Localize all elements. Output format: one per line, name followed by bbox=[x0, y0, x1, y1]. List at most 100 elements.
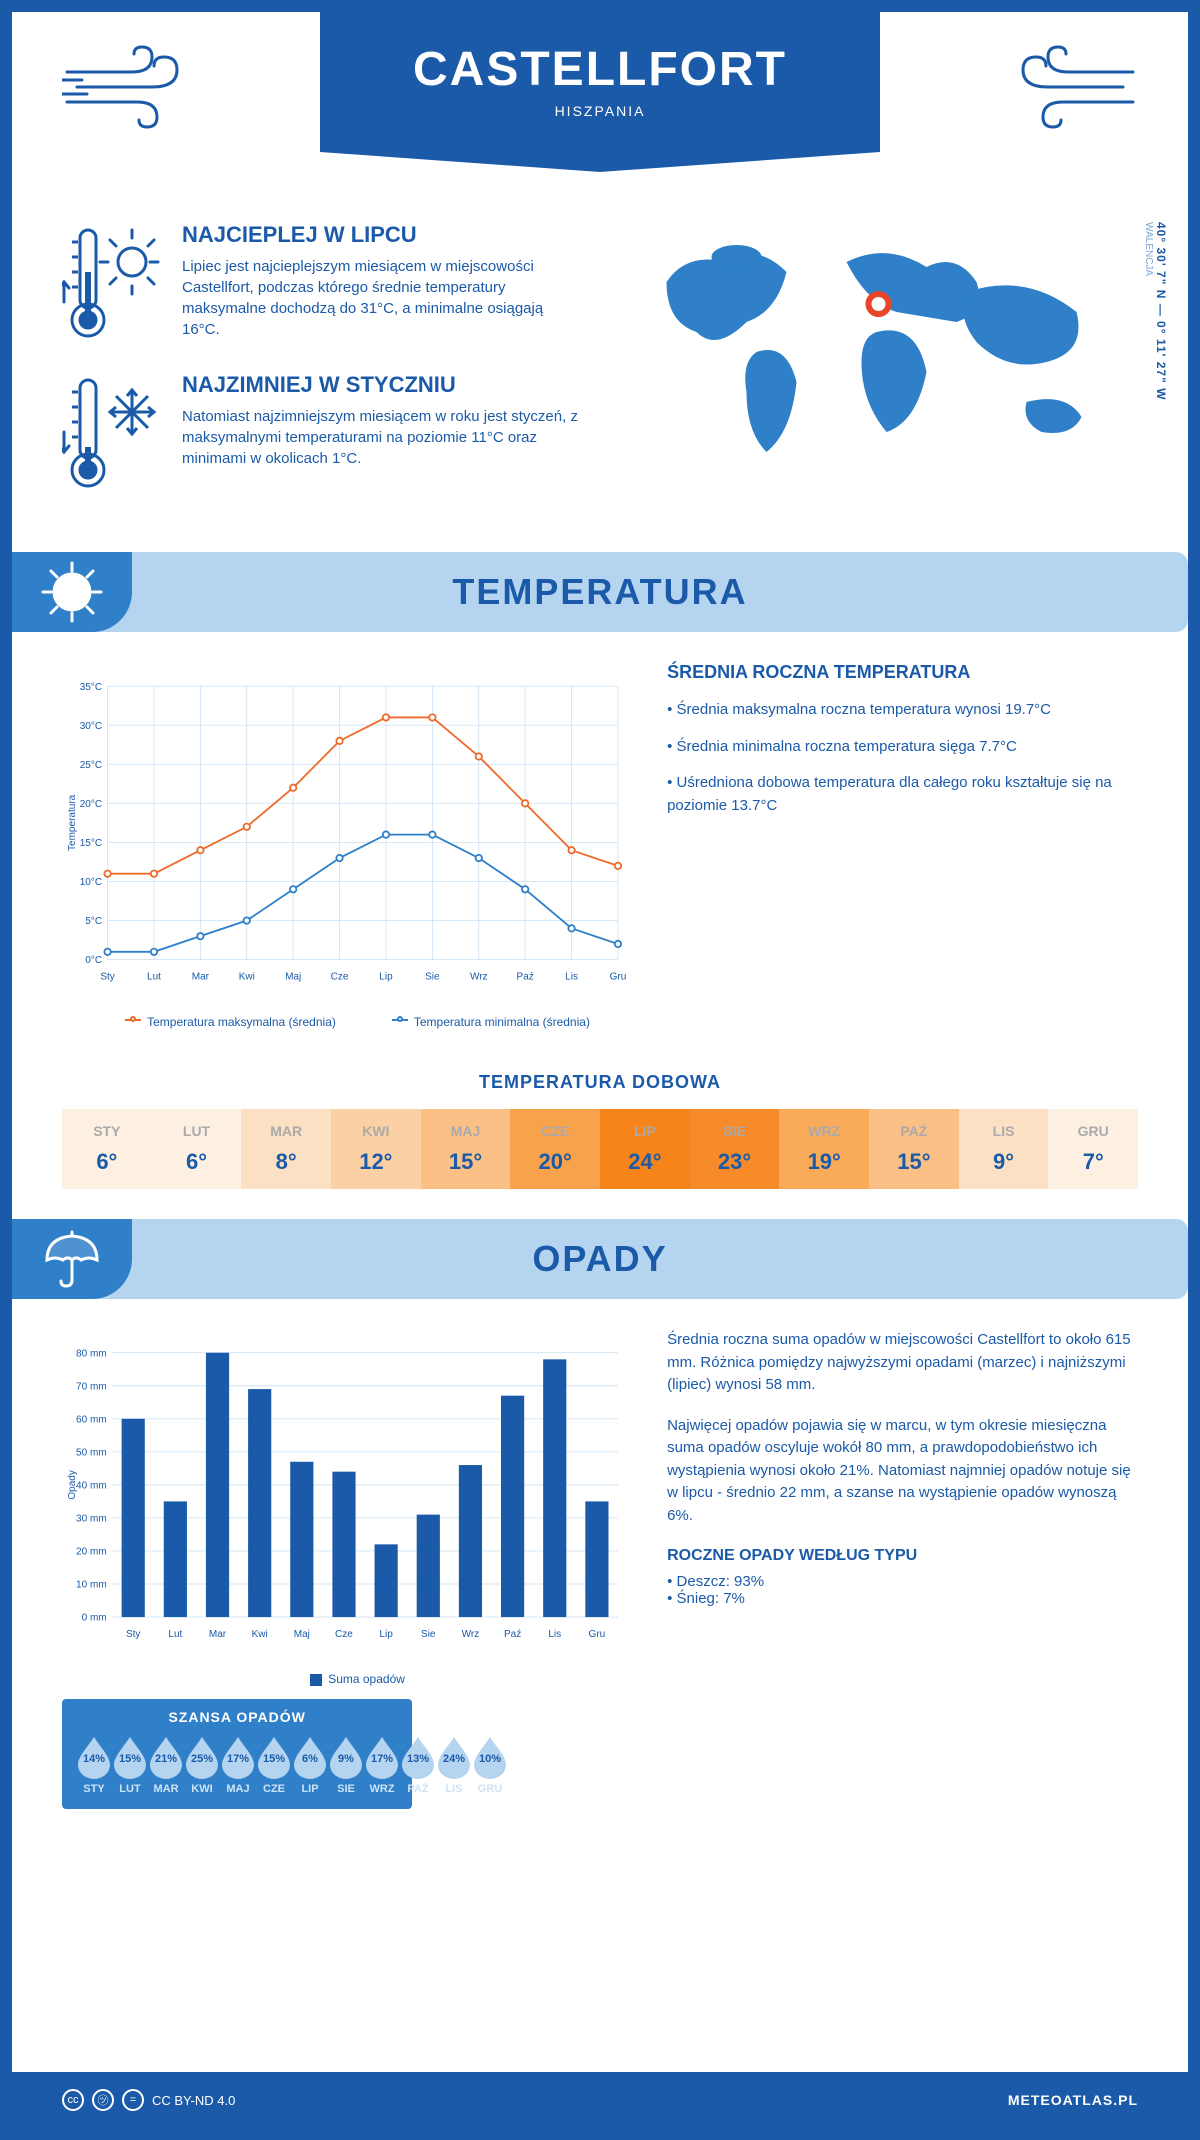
legend-min: Temperatura minimalna (średnia) bbox=[366, 1015, 590, 1029]
chance-cell: 17% MAJ bbox=[220, 1735, 256, 1795]
chance-value: 17% bbox=[220, 1753, 256, 1765]
drop-icon: 17% bbox=[220, 1735, 256, 1779]
temp-bullet: Średnia minimalna roczna temperatura się… bbox=[667, 736, 1138, 759]
drop-icon: 25% bbox=[184, 1735, 220, 1779]
svg-text:Temperatura: Temperatura bbox=[67, 794, 78, 851]
temperature-section: 0°C5°C10°C15°C20°C25°C30°C35°CStyLutMarK… bbox=[62, 662, 1138, 1042]
page: CASTELLFORT HISZPANIA bbox=[0, 0, 1200, 2140]
region-label: WALENCJA bbox=[1143, 222, 1154, 276]
precip-type-heading: ROCZNE OPADY WEDŁUG TYPU bbox=[667, 1547, 1138, 1565]
svg-text:Paź: Paź bbox=[504, 1629, 521, 1640]
svg-text:Sty: Sty bbox=[126, 1629, 140, 1640]
daily-month: LIP bbox=[600, 1123, 690, 1139]
daily-month: PAŹ bbox=[869, 1123, 959, 1139]
svg-text:10 mm: 10 mm bbox=[76, 1580, 107, 1591]
precip-chart-legend: Suma opadów bbox=[62, 1672, 627, 1686]
drop-icon: 24% bbox=[436, 1735, 472, 1779]
section-title-precip: OPADY bbox=[532, 1238, 667, 1280]
temp-chart-legend: Temperatura maksymalna (średnia) Tempera… bbox=[62, 1015, 627, 1029]
daily-value: 15° bbox=[421, 1149, 511, 1175]
svg-text:Lut: Lut bbox=[147, 972, 161, 983]
daily-table: STY6°LUT6°MAR8°KWI12°MAJ15°CZE20°LIP24°S… bbox=[62, 1109, 1138, 1189]
chance-month: KWI bbox=[184, 1783, 220, 1795]
svg-text:Cze: Cze bbox=[331, 972, 349, 983]
chance-value: 10% bbox=[472, 1753, 508, 1765]
daily-value: 12° bbox=[331, 1149, 421, 1175]
precip-chart: 0 mm10 mm20 mm30 mm40 mm50 mm60 mm70 mm8… bbox=[62, 1329, 627, 1679]
warm-block: NAJCIEPLEJ W LIPCU Lipiec jest najcieple… bbox=[62, 222, 585, 342]
license: cc ㋡ = CC BY-ND 4.0 bbox=[62, 2089, 235, 2111]
daily-cell: LIS9° bbox=[959, 1109, 1049, 1189]
svg-text:Lip: Lip bbox=[379, 1629, 393, 1640]
chance-value: 21% bbox=[148, 1753, 184, 1765]
svg-text:Paź: Paź bbox=[517, 972, 534, 983]
chance-month: MAJ bbox=[220, 1783, 256, 1795]
daily-cell: KWI12° bbox=[331, 1109, 421, 1189]
svg-text:80 mm: 80 mm bbox=[76, 1348, 107, 1359]
header: CASTELLFORT HISZPANIA bbox=[12, 12, 1188, 192]
drop-icon: 15% bbox=[112, 1735, 148, 1779]
wind-icon bbox=[1008, 42, 1138, 132]
daily-value: 24° bbox=[600, 1149, 690, 1175]
daily-value: 6° bbox=[62, 1149, 152, 1175]
cold-text: Natomiast najzimniejszym miesiącem w rok… bbox=[182, 406, 585, 469]
coords-label: 40° 30' 7" N — 0° 11' 27" W bbox=[1154, 222, 1168, 400]
content: NAJCIEPLEJ W LIPCU Lipiec jest najcieple… bbox=[12, 222, 1188, 1809]
nd-icon: = bbox=[122, 2089, 144, 2111]
cold-block: NAJZIMNIEJ W STYCZNIU Natomiast najzimni… bbox=[62, 372, 585, 492]
temp-info-heading: ŚREDNIA ROCZNA TEMPERATURA bbox=[667, 662, 1138, 683]
drop-icon: 6% bbox=[292, 1735, 328, 1779]
svg-text:20 mm: 20 mm bbox=[76, 1547, 107, 1558]
intro-left: NAJCIEPLEJ W LIPCU Lipiec jest najcieple… bbox=[62, 222, 585, 522]
by-icon: ㋡ bbox=[92, 2089, 114, 2111]
svg-text:35°C: 35°C bbox=[80, 682, 102, 693]
cold-title: NAJZIMNIEJ W STYCZNIU bbox=[182, 372, 585, 398]
chance-box: SZANSA OPADÓW 14% STY 15% LUT 21% MAR 25… bbox=[62, 1699, 412, 1809]
svg-text:Kwi: Kwi bbox=[239, 972, 255, 983]
daily-cell: MAR8° bbox=[241, 1109, 331, 1189]
precip-type: Deszcz: 93% bbox=[667, 1573, 1138, 1590]
daily-month: SIE bbox=[690, 1123, 780, 1139]
chance-value: 15% bbox=[112, 1753, 148, 1765]
daily-month: GRU bbox=[1048, 1123, 1138, 1139]
page-subtitle: HISZPANIA bbox=[320, 103, 880, 119]
precip-left: 0 mm10 mm20 mm30 mm40 mm50 mm60 mm70 mm8… bbox=[62, 1329, 627, 1809]
chance-cell: 13% PAŹ bbox=[400, 1735, 436, 1795]
svg-text:Maj: Maj bbox=[285, 972, 301, 983]
svg-text:Lis: Lis bbox=[548, 1629, 561, 1640]
chance-value: 17% bbox=[364, 1753, 400, 1765]
daily-value: 9° bbox=[959, 1149, 1049, 1175]
daily-cell: GRU 7° bbox=[1048, 1109, 1138, 1189]
daily-value: 7° bbox=[1048, 1149, 1138, 1175]
sun-icon bbox=[12, 552, 132, 632]
legend-max: Temperatura maksymalna (średnia) bbox=[99, 1015, 336, 1029]
daily-value: 20° bbox=[510, 1149, 600, 1175]
drop-icon: 17% bbox=[364, 1735, 400, 1779]
chance-month: WRZ bbox=[364, 1783, 400, 1795]
chance-value: 25% bbox=[184, 1753, 220, 1765]
chance-cell: 10% GRU bbox=[472, 1735, 508, 1795]
page-title: CASTELLFORT bbox=[320, 42, 880, 97]
precip-type: Śnieg: 7% bbox=[667, 1590, 1138, 1607]
chance-title: SZANSA OPADÓW bbox=[76, 1709, 398, 1725]
chance-month: LUT bbox=[112, 1783, 148, 1795]
daily-value: 23° bbox=[690, 1149, 780, 1175]
daily-cell: STY6° bbox=[62, 1109, 152, 1189]
svg-text:70 mm: 70 mm bbox=[76, 1381, 107, 1392]
title-banner: CASTELLFORT HISZPANIA bbox=[320, 12, 880, 152]
chance-cell: 14% STY bbox=[76, 1735, 112, 1795]
svg-text:30 mm: 30 mm bbox=[76, 1514, 107, 1525]
temp-bullet: Średnia maksymalna roczna temperatura wy… bbox=[667, 699, 1138, 722]
chance-month: PAŹ bbox=[400, 1783, 436, 1795]
svg-text:Sie: Sie bbox=[421, 1629, 436, 1640]
svg-text:Mar: Mar bbox=[209, 1629, 227, 1640]
license-text: CC BY-ND 4.0 bbox=[152, 2093, 235, 2108]
warm-text: Lipiec jest najcieplejszym miesiącem w m… bbox=[182, 256, 585, 340]
svg-text:Wrz: Wrz bbox=[470, 972, 488, 983]
daily-cell: MAJ15° bbox=[421, 1109, 511, 1189]
legend-precip: Suma opadów bbox=[284, 1672, 405, 1686]
drop-icon: 13% bbox=[400, 1735, 436, 1779]
chance-value: 13% bbox=[400, 1753, 436, 1765]
chance-month: STY bbox=[76, 1783, 112, 1795]
svg-text:Lut: Lut bbox=[168, 1629, 182, 1640]
